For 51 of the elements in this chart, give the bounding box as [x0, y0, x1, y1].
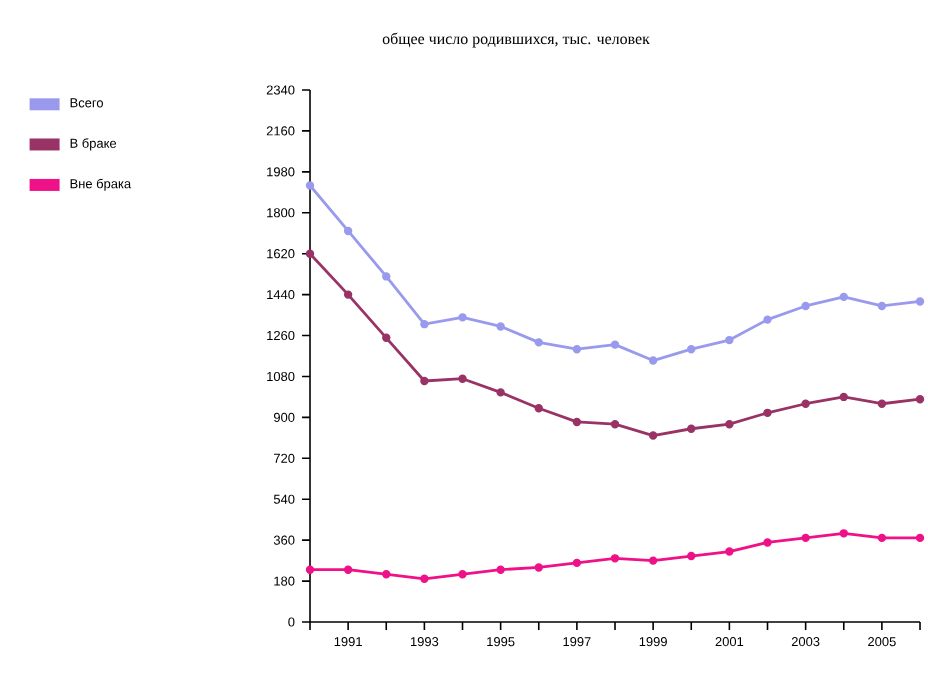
point [725, 547, 734, 556]
point [496, 322, 505, 331]
point [572, 558, 582, 568]
point [420, 574, 429, 583]
point [687, 551, 696, 561]
point [534, 404, 543, 413]
point [687, 344, 696, 354]
point [725, 335, 734, 345]
point [382, 272, 391, 281]
point [458, 570, 467, 579]
point [572, 417, 582, 427]
point [877, 399, 887, 408]
point [534, 338, 543, 347]
point [420, 376, 429, 386]
point [648, 356, 658, 365]
point [305, 565, 315, 574]
point [382, 570, 391, 579]
point [839, 292, 848, 302]
point [496, 388, 505, 397]
point [534, 563, 543, 572]
point [915, 394, 925, 404]
point [572, 344, 582, 354]
point [343, 226, 353, 236]
point [305, 181, 315, 190]
point [763, 315, 772, 324]
point [915, 297, 925, 306]
point [610, 420, 620, 429]
point [725, 420, 734, 429]
point [687, 424, 696, 433]
point [801, 533, 810, 543]
point [877, 533, 887, 543]
point [610, 340, 620, 349]
point [458, 374, 467, 383]
point [305, 249, 315, 258]
point [877, 301, 887, 311]
point [915, 533, 925, 543]
point [648, 556, 658, 565]
point [343, 565, 353, 574]
point [648, 431, 658, 440]
point [343, 290, 353, 299]
point [801, 301, 810, 311]
point [420, 319, 429, 329]
point [839, 392, 848, 402]
point [763, 538, 772, 547]
point [382, 333, 391, 343]
point [763, 408, 772, 418]
point [496, 565, 505, 574]
point [610, 554, 620, 563]
point [801, 399, 810, 408]
point [458, 313, 467, 322]
point [839, 529, 848, 538]
